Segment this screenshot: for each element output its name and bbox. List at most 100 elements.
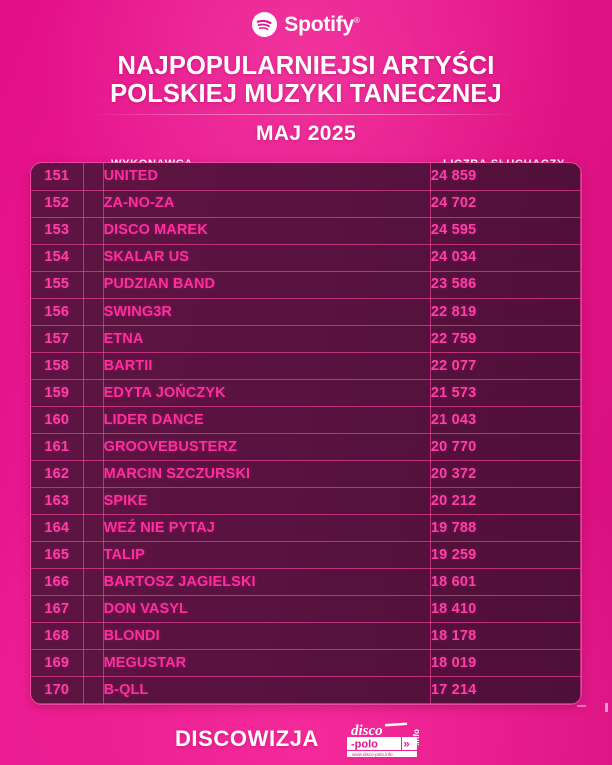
title-line-2: POLSKIEJ MUZYKI TANECZNEJ <box>110 80 502 109</box>
table-row: 160 LIDER DANCE 21 043 <box>31 406 581 434</box>
listener-count-cell: 17 214 <box>430 676 581 704</box>
artist-cell: B-QLL <box>103 676 431 704</box>
table-row: 151 UNITED 24 859 <box>31 163 581 191</box>
table-row: 165 TALIP 19 259 <box>31 541 581 570</box>
spacer-cell <box>83 190 104 218</box>
spacer-cell <box>83 433 104 462</box>
spacer-cell <box>83 244 104 272</box>
artist-cell: UNITED <box>103 163 431 191</box>
table-row: 157 ETNA 22 759 <box>31 325 581 353</box>
table-row: 153 DISCO MAREK 24 595 <box>31 217 581 245</box>
artist-cell: GROOVEBUSTERZ <box>103 433 431 462</box>
svg-text:.info: .info <box>412 729 421 746</box>
table-row: 154 SKALAR US 24 034 <box>31 244 581 272</box>
artist-cell: BARTII <box>103 352 431 380</box>
rank-cell: 163 <box>31 487 84 516</box>
table-row: 156 SWING3R 22 819 <box>31 298 581 326</box>
artist-cell: ZA-NO-ZA <box>103 190 431 218</box>
poster-header: Spotify® NAJPOPULARNIEJSI ARTYŚCI POLSKI… <box>0 0 612 180</box>
artist-cell: SPIKE <box>103 487 431 516</box>
rank-cell: 166 <box>31 568 84 597</box>
table-row: 170 B-QLL 17 214 <box>31 676 581 704</box>
spacer-cell <box>83 163 104 191</box>
listener-count-cell: 18 178 <box>430 622 581 651</box>
artist-cell: SKALAR US <box>103 244 431 272</box>
artist-cell: DISCO MAREK <box>103 217 431 245</box>
rank-cell: 167 <box>31 595 84 624</box>
spacer-cell <box>83 217 104 245</box>
ranking-table: 151 UNITED 24 859 152 ZA-NO-ZA 24 702 153 DISCO… <box>31 163 581 704</box>
rank-cell: 151 <box>31 163 84 191</box>
table-row: 155 PUDZIAN BAND 23 586 <box>31 271 581 299</box>
table-row: 159 EDYTA JOŃCZYK 21 573 <box>31 379 581 407</box>
listener-count-cell: 24 859 <box>430 163 581 191</box>
table-row: 168 BLONDI 18 178 <box>31 622 581 651</box>
table-row: 169 MEGUSTAR 18 019 <box>31 649 581 678</box>
rank-cell: 161 <box>31 433 84 462</box>
svg-text:disco: disco <box>351 723 383 739</box>
listener-count-cell: 21 043 <box>430 406 581 434</box>
table-row: 162 MARCIN SZCZURSKI 20 372 <box>31 460 581 489</box>
page-subtitle: MAJ 2025 <box>255 122 357 146</box>
spacer-cell <box>83 487 104 516</box>
spacer-cell <box>83 325 104 353</box>
spotify-logo-icon <box>252 11 278 37</box>
spacer-cell <box>83 568 104 597</box>
spacer-cell <box>83 622 104 651</box>
rank-cell: 152 <box>31 190 84 218</box>
disco-polo-logo-icon: disco -polo » .info www.disco-polo.info <box>347 721 421 757</box>
listener-count-cell: 22 759 <box>430 325 581 353</box>
title-line-1: NAJPOPULARNIEJSI ARTYŚCI <box>117 51 495 80</box>
rank-cell: 159 <box>31 379 84 407</box>
listener-count-cell: 18 410 <box>430 595 581 624</box>
spotify-logo: Spotify® <box>252 11 360 37</box>
spacer-cell <box>83 676 104 704</box>
title-divider <box>91 114 521 116</box>
table-row: 158 BARTII 22 077 <box>31 352 581 380</box>
rank-cell: 158 <box>31 352 84 380</box>
table-row: 166 BARTOSZ JAGIELSKI 18 601 <box>31 568 581 597</box>
spacer-cell <box>83 352 104 380</box>
listener-count-cell: 24 595 <box>430 217 581 245</box>
listener-count-cell: 24 702 <box>430 190 581 218</box>
artist-cell: BARTOSZ JAGIELSKI <box>103 568 431 597</box>
poster-footer: DISCOWIZJA disco -polo » .info www.disco… <box>0 712 612 765</box>
spacer-cell <box>83 460 104 489</box>
rank-cell: 169 <box>31 649 84 678</box>
rank-cell: 165 <box>31 541 84 570</box>
listener-count-cell: 23 586 <box>430 271 581 299</box>
rank-cell: 162 <box>31 460 84 489</box>
artist-cell: BLONDI <box>103 622 431 651</box>
rank-cell: 156 <box>31 298 84 326</box>
spacer-cell <box>83 298 104 326</box>
rank-cell: 164 <box>31 514 84 543</box>
spotify-wordmark: Spotify® <box>284 14 360 35</box>
table-row: 152 ZA-NO-ZA 24 702 <box>31 190 581 218</box>
listener-count-cell: 19 259 <box>430 541 581 570</box>
spotify-registered-mark: ® <box>354 15 360 25</box>
footer-brand-discowizja: DISCOWIZJA <box>174 725 320 751</box>
rank-cell: 155 <box>31 271 84 299</box>
rank-cell: 154 <box>31 244 84 272</box>
artist-cell: TALIP <box>103 541 431 570</box>
ranking-table-body: 151 UNITED 24 859 152 ZA-NO-ZA 24 702 153 DISCO… <box>31 163 581 704</box>
listener-count-cell: 19 788 <box>430 514 581 543</box>
listener-count-cell: 20 372 <box>430 460 581 489</box>
svg-text:»: » <box>404 738 410 750</box>
listener-count-cell: 20 770 <box>430 433 581 462</box>
table-row: 164 WEŹ NIE PYTAJ 19 788 <box>31 514 581 543</box>
artist-cell: LIDER DANCE <box>103 406 431 434</box>
rank-cell: 153 <box>31 217 84 245</box>
listener-count-cell: 22 077 <box>430 352 581 380</box>
spacer-cell <box>83 271 104 299</box>
artist-cell: SWING3R <box>103 298 431 326</box>
rank-cell: 157 <box>31 325 84 353</box>
listener-count-cell: 20 212 <box>430 487 581 516</box>
listener-count-cell: 18 019 <box>430 649 581 678</box>
screenshot-corner-mark <box>605 703 608 712</box>
spacer-cell <box>83 379 104 407</box>
table-row: 163 SPIKE 20 212 <box>31 487 581 516</box>
spacer-cell <box>83 514 104 543</box>
artist-cell: EDYTA JOŃCZYK <box>103 379 431 407</box>
